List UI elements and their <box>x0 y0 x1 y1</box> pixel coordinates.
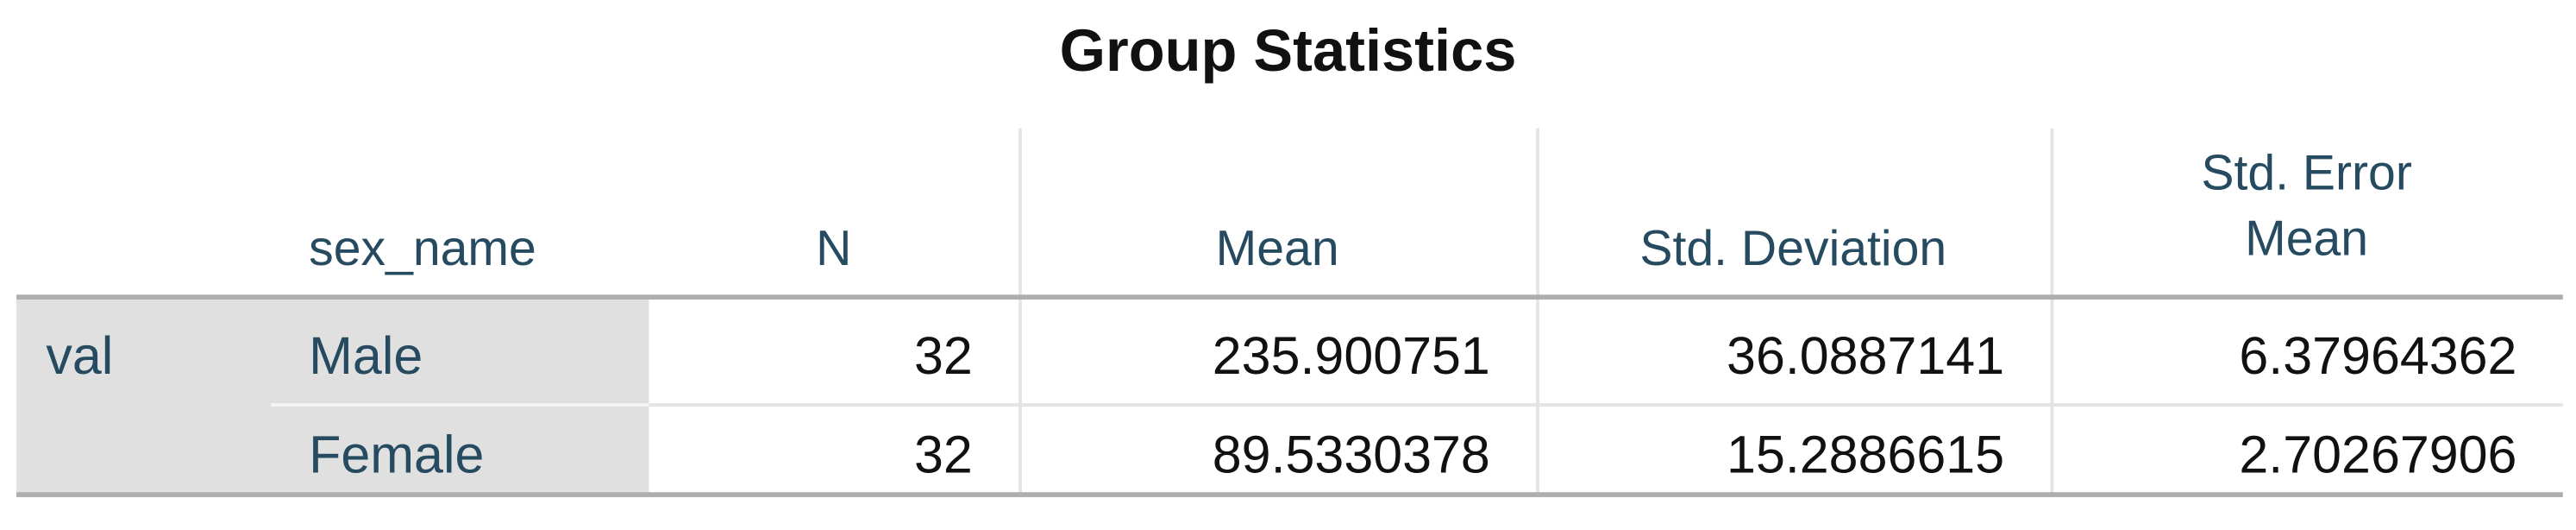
table-cell: 2.70267906 <box>2239 425 2517 484</box>
row-label-bg <box>16 300 649 495</box>
column-header: N <box>816 222 852 277</box>
group-label: Female <box>309 425 485 484</box>
column-separator <box>2050 128 2054 495</box>
group-label: Male <box>309 325 423 386</box>
header-rule <box>16 294 2563 300</box>
row-separator <box>271 403 649 407</box>
table-cell: 89.5330378 <box>1212 425 1490 484</box>
column-separator <box>1536 128 1539 495</box>
variable-label: val <box>46 325 114 386</box>
table-cell: 32 <box>913 325 973 386</box>
bottom-rule <box>16 492 2563 497</box>
column-separator <box>1018 128 1022 495</box>
table-cell: 235.900751 <box>1212 325 1490 386</box>
table-cell: 6.37964362 <box>2239 325 2517 386</box>
table-cell: 32 <box>913 425 973 484</box>
table-title: Group Statistics <box>1059 16 1517 85</box>
table-cell: 36.0887141 <box>1727 325 2005 386</box>
column-header: Std. Error Mean <box>2201 146 2412 267</box>
group-header: sex_name <box>309 222 536 277</box>
table-cell: 15.2886615 <box>1727 425 2005 484</box>
row-separator <box>649 403 2563 407</box>
column-header: Mean <box>1215 222 1339 277</box>
column-header: Std. Deviation <box>1639 222 1947 277</box>
